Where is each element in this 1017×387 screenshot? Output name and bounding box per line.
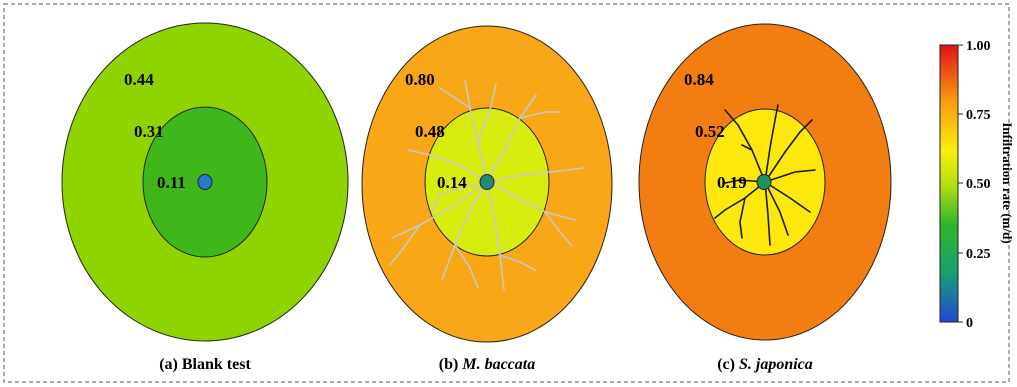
panel-c-inner-ring	[756, 174, 772, 190]
panel-b-roots	[389, 79, 585, 291]
panel-a-inner-ring	[197, 174, 213, 190]
colorbar-tick-0-75: 0.75	[966, 108, 991, 123]
colorbar-tick-0-25: 0.25	[966, 247, 991, 262]
colorbar: 1.00 0.75 0.50 0.25 0 Infiltration rate …	[939, 39, 1015, 331]
panel-a-caption: (a) Blank test	[159, 356, 251, 373]
panel-c-middle-value: 0.52	[695, 122, 725, 141]
colorbar-tick-0: 0	[966, 316, 973, 331]
colorbar-tick-0-50: 0.50	[966, 177, 991, 192]
colorbar-title: Infiltration rate (m/d)	[1000, 122, 1015, 243]
panel-b-outer-value: 0.80	[405, 70, 435, 89]
panel-m-baccata: 0.80 0.48 0.14 (b) M. baccata	[361, 25, 613, 373]
panel-blank-test: 0.44 0.31 0.11 (a) Blank test	[61, 22, 349, 373]
panel-a-outer-value: 0.44	[124, 70, 154, 89]
panel-b-inner-value: 0.14	[437, 173, 467, 192]
colorbar-ticks	[958, 44, 963, 323]
panel-c-roots	[714, 104, 816, 246]
panel-c-inner-value: 0.19	[717, 173, 747, 192]
panel-a-inner-value: 0.11	[157, 173, 186, 192]
panel-b-inner-ring	[479, 174, 495, 190]
panel-c-caption: (c) S. japonica	[717, 356, 813, 373]
panel-s-japonica: 0.84 0.52 0.19 (c) S. japonica	[638, 23, 892, 373]
panel-b-middle-value: 0.48	[415, 122, 445, 141]
panel-c-outer-value: 0.84	[684, 70, 714, 89]
panel-b-caption: (b) M. baccata	[439, 356, 535, 373]
panel-a-middle-value: 0.31	[134, 122, 164, 141]
colorbar-tick-1-00: 1.00	[966, 39, 991, 54]
colorbar-gradient	[939, 44, 959, 323]
figure-frame	[3, 3, 1010, 383]
